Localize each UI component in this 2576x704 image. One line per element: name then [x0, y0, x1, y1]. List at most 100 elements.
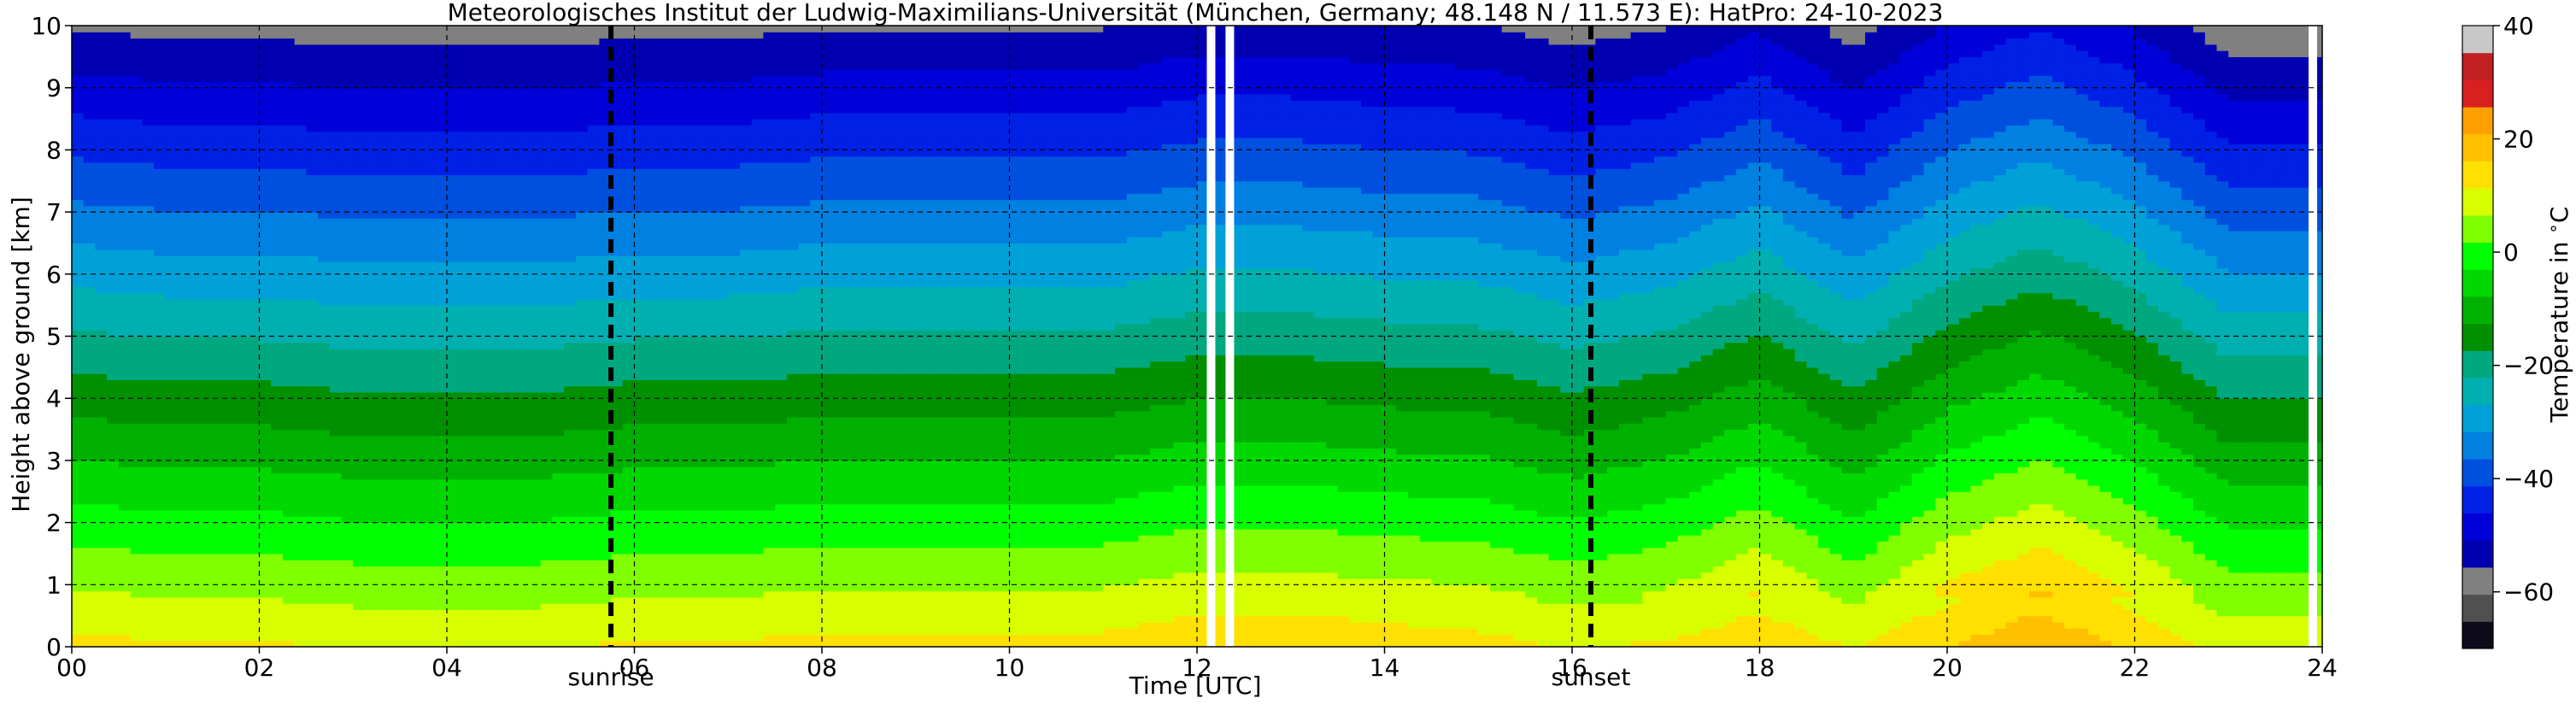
heatmap-cell [353, 404, 366, 412]
heatmap-cell [341, 50, 354, 57]
heatmap-cell [364, 187, 378, 194]
heatmap-cell [470, 125, 483, 132]
heatmap-cell [540, 535, 554, 543]
heatmap-cell [423, 273, 436, 281]
heatmap-cell [200, 503, 214, 511]
heatmap-cell [118, 516, 132, 524]
heatmap-cell [458, 367, 472, 374]
heatmap-cell [376, 466, 390, 474]
heatmap-cell [107, 460, 120, 467]
heatmap-cell [540, 243, 554, 250]
heatmap-cell [154, 398, 167, 406]
heatmap-cell [142, 460, 155, 467]
heatmap-cell [552, 119, 565, 126]
heatmap-cell [470, 50, 483, 57]
heatmap-cell [517, 137, 530, 144]
heatmap-cell [388, 497, 401, 505]
heatmap-cell [329, 161, 343, 169]
heatmap-cell [411, 261, 425, 269]
heatmap-cell [587, 131, 600, 138]
heatmap-cell [118, 81, 132, 89]
heatmap-cell [142, 361, 155, 368]
heatmap-cell [95, 68, 108, 76]
heatmap-cell [376, 261, 390, 269]
heatmap-cell [458, 38, 472, 45]
heatmap-cell [306, 286, 319, 294]
heatmap-cell [107, 155, 120, 163]
heatmap-cell [294, 317, 307, 325]
heatmap-cell [353, 249, 366, 256]
heatmap-cell [575, 484, 589, 492]
heatmap-cell [423, 423, 436, 431]
heatmap-cell [247, 547, 261, 554]
heatmap-cell [411, 429, 425, 437]
heatmap-cell [329, 205, 343, 213]
heatmap-cell [200, 448, 214, 455]
heatmap-cell [95, 150, 108, 157]
heatmap-cell [177, 578, 190, 585]
heatmap-cell [423, 261, 436, 269]
heatmap-cell [458, 26, 472, 32]
heatmap-cell [435, 38, 448, 45]
heatmap-cell [95, 199, 108, 207]
heatmap-cell [540, 44, 554, 51]
heatmap-cell [575, 373, 589, 380]
heatmap-cell [318, 566, 331, 573]
heatmap-cell [411, 125, 425, 132]
heatmap-cell [259, 466, 272, 474]
heatmap-cell [423, 62, 436, 70]
heatmap-cell [540, 168, 554, 176]
heatmap-cell [529, 516, 542, 524]
heatmap-cell [154, 106, 167, 114]
heatmap-cell [95, 125, 108, 132]
heatmap-cell [552, 398, 565, 406]
heatmap-cell [107, 298, 120, 306]
heatmap-cell [376, 249, 390, 256]
heatmap-cell [611, 522, 624, 530]
heatmap-cell [329, 237, 343, 244]
heatmap-cell [470, 528, 483, 536]
heatmap-cell [282, 161, 296, 169]
heatmap-cell [517, 572, 530, 579]
heatmap-cell [247, 404, 261, 412]
heatmap-cell [142, 224, 155, 232]
heatmap-cell [83, 81, 97, 89]
heatmap-cell [189, 541, 202, 549]
heatmap-cell [493, 267, 507, 275]
heatmap-cell [505, 119, 518, 126]
heatmap-cell [107, 603, 120, 610]
heatmap-cell [318, 155, 331, 163]
heatmap-cell [177, 621, 190, 629]
heatmap-cell [552, 180, 565, 188]
heatmap-cell [388, 385, 401, 393]
heatmap-cell [634, 391, 647, 399]
heatmap-cell [493, 112, 507, 120]
heatmap-cell [611, 429, 624, 437]
heatmap-cell [282, 44, 296, 51]
heatmap-cell [165, 578, 179, 585]
heatmap-cell [435, 286, 448, 294]
heatmap-cell [646, 317, 659, 325]
heatmap-cell [599, 448, 612, 455]
heatmap-cell [224, 273, 237, 281]
heatmap-cell [118, 484, 132, 492]
heatmap-cell [259, 26, 272, 32]
heatmap-cell [271, 180, 284, 188]
heatmap-cell [447, 305, 460, 313]
heatmap-cell [212, 193, 225, 201]
heatmap-cell [224, 280, 237, 287]
heatmap-cell [341, 75, 354, 83]
heatmap-cell [564, 584, 577, 592]
heatmap-cell [154, 81, 167, 89]
heatmap-cell [282, 621, 296, 629]
heatmap-cell [575, 180, 589, 188]
heatmap-cell [294, 522, 307, 530]
heatmap-cell [318, 578, 331, 585]
heatmap-cell [294, 311, 307, 319]
heatmap-cell [470, 267, 483, 275]
heatmap-cell [341, 155, 354, 163]
heatmap-cell [540, 137, 554, 144]
heatmap-cell [224, 230, 237, 238]
heatmap-cell [236, 566, 249, 573]
heatmap-cell [224, 317, 237, 325]
